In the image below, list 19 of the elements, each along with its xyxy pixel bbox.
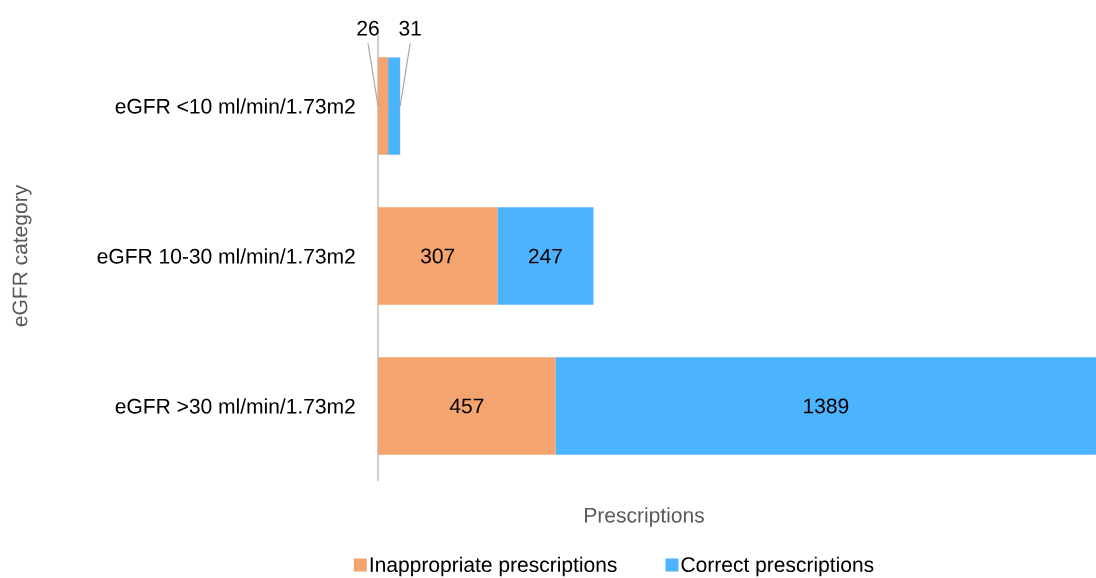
y-tick-label: eGFR >30 ml/min/1.73m2: [115, 398, 355, 414]
y-tick-label: eGFR <10 ml/min/1.73m2: [115, 98, 355, 114]
data-label: 457: [449, 398, 484, 414]
x-axis-title: Prescriptions: [585, 507, 704, 527]
bar: [378, 207, 498, 305]
data-label: 26: [357, 20, 379, 36]
bar: [378, 57, 389, 155]
data-label: 307: [420, 248, 455, 264]
data-label: 1389: [804, 398, 849, 414]
data-label: 247: [528, 248, 562, 264]
legend-label: Inappropriate prescriptions: [370, 556, 617, 577]
bar: [497, 207, 594, 305]
legend-label: Correct prescriptions: [681, 556, 874, 577]
bar: [555, 357, 1096, 455]
bar: [378, 357, 556, 455]
y-axis-title: eGFR category: [12, 184, 32, 327]
y-tick-label: eGFR 10-30 ml/min/1.73m2: [97, 248, 355, 264]
bar: [388, 57, 401, 155]
data-label: 31: [399, 20, 421, 36]
